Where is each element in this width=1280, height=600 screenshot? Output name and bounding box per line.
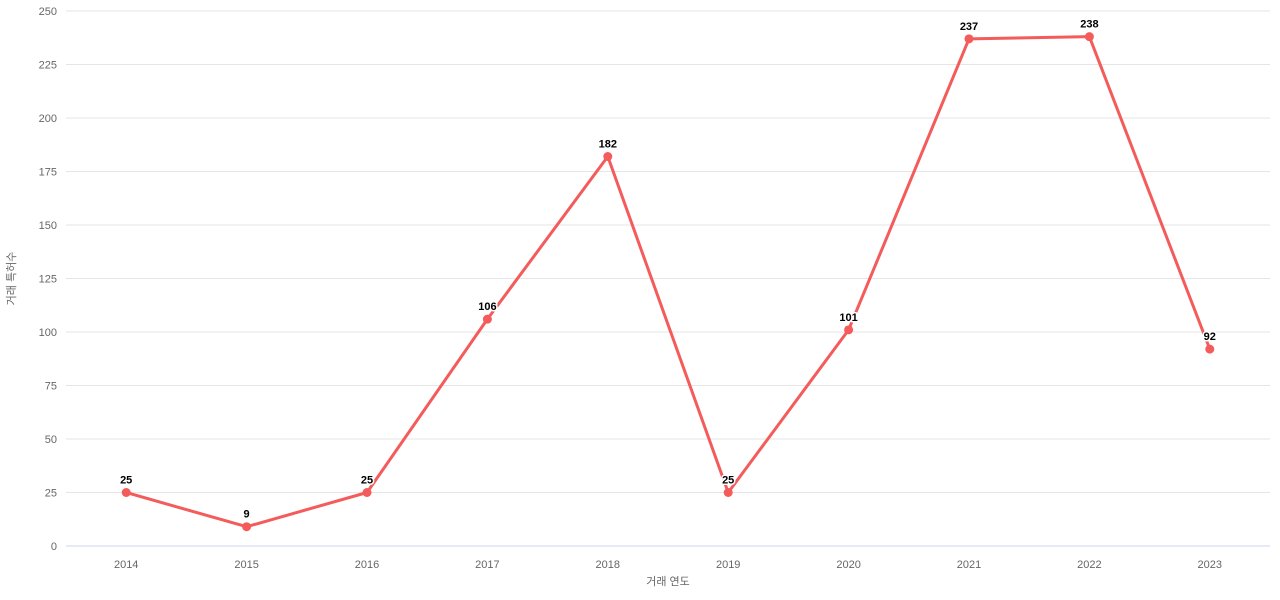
data-point[interactable] — [603, 152, 613, 162]
x-axis-tick-label: 2017 — [475, 559, 499, 571]
y-axis-tick-label: 175 — [39, 167, 57, 179]
data-point-label: 9 — [244, 509, 250, 521]
data-point[interactable] — [121, 488, 131, 497]
x-axis-tick-label: 2018 — [596, 559, 620, 571]
x-axis-tick-label: 2019 — [716, 559, 740, 571]
x-axis-tick-label: 2014 — [114, 559, 138, 571]
data-point-label: 25 — [120, 475, 132, 487]
data-point-label: 182 — [599, 139, 617, 151]
y-axis-tick-label: 25 — [45, 488, 57, 500]
y-axis-tick-label: 0 — [51, 541, 57, 553]
data-point-label: 25 — [361, 475, 373, 487]
data-point[interactable] — [482, 314, 492, 324]
y-axis-tick-label: 250 — [39, 6, 57, 18]
series-line[interactable] — [124, 35, 1212, 529]
data-point[interactable] — [964, 34, 974, 44]
y-axis-tick-label: 200 — [39, 113, 57, 125]
y-axis-tick-label: 75 — [45, 381, 57, 393]
data-point[interactable] — [1084, 32, 1094, 42]
data-point-label: 106 — [478, 301, 496, 313]
data-point-label: 101 — [839, 312, 857, 324]
x-axis-tick-label: 2020 — [836, 559, 860, 571]
data-point-label: 92 — [1204, 331, 1216, 343]
data-point[interactable] — [362, 488, 372, 497]
data-point-label: 25 — [722, 475, 734, 487]
data-point[interactable] — [844, 325, 854, 335]
y-axis-tick-label: 150 — [39, 220, 57, 232]
y-axis-tick-label: 100 — [39, 327, 57, 339]
x-axis-tick-label: 2023 — [1198, 559, 1222, 571]
x-axis-tick-label: 2021 — [957, 559, 981, 571]
data-point[interactable] — [242, 522, 252, 532]
x-axis-title: 거래 연도 — [646, 575, 690, 588]
data-point-label: 238 — [1080, 19, 1098, 31]
y-axis-title: 거래 특허수 — [5, 252, 18, 306]
y-axis-tick-label: 225 — [39, 60, 57, 72]
data-point-label: 237 — [960, 21, 978, 33]
data-point[interactable] — [1205, 344, 1215, 354]
x-axis-tick-label: 2016 — [355, 559, 379, 571]
x-axis-tick-label: 2022 — [1077, 559, 1101, 571]
x-axis-tick-label: 2015 — [234, 559, 258, 571]
y-axis-tick-label: 50 — [45, 434, 57, 446]
y-axis-tick-label: 125 — [39, 274, 57, 286]
data-point[interactable] — [723, 488, 733, 497]
